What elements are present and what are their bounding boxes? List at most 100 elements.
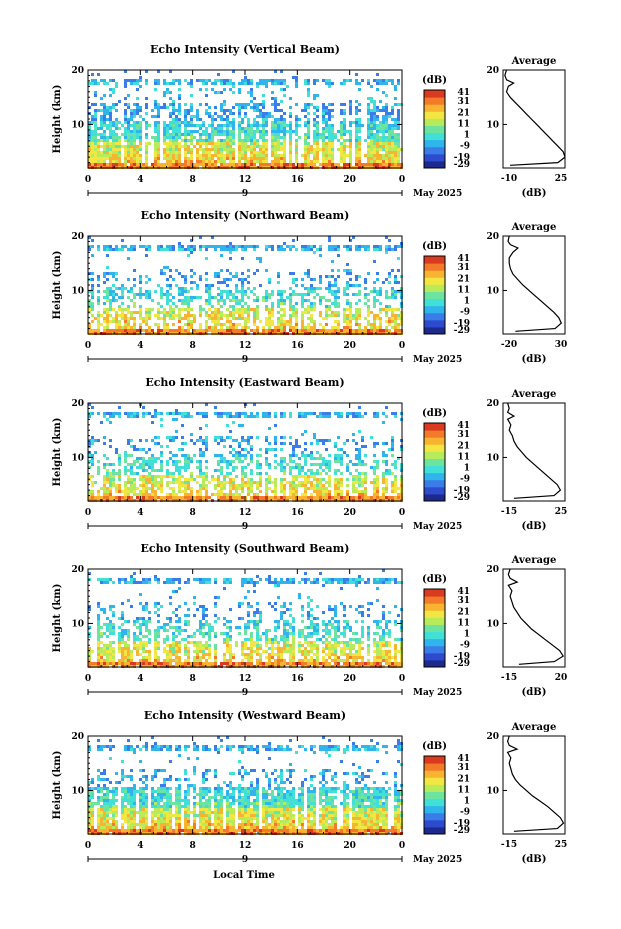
x-tick-label: 20 [343,175,356,185]
colorbar-tick-label: 11 [457,618,470,628]
colorbar-swatch [424,437,445,445]
x-tick-label: 12 [239,674,252,684]
colorbar-tick-label: 41 [457,421,470,431]
colorbar-swatch [424,277,445,285]
colorbar-frame [423,422,446,502]
colorbar-frame [423,255,446,335]
average-frame [502,568,566,668]
colorbar-swatch [424,111,445,119]
colorbar-tick-label: 21 [457,441,470,451]
x-tick-label: 0 [85,674,91,684]
colorbar-tick-label: -19 [454,319,470,329]
colorbar-tick-label: 41 [457,88,470,98]
colorbar-tick-label: -29 [454,160,470,170]
colorbar-tick-label: -9 [460,308,470,318]
colorbar-swatch [424,153,445,162]
colorbar-swatch [424,756,445,764]
x-tick-label: 16 [291,841,304,851]
avg-x-axis-label: (dB) [522,354,547,365]
x-tick-label: 16 [291,341,304,351]
colorbar-tick-label: 1 [464,297,470,307]
x-tick-label: 20 [343,674,356,684]
colorbar-swatch [424,652,445,661]
colorbar-swatch [424,90,445,98]
colorbar-frame [423,755,446,835]
x-tick-label: 0 [399,674,405,684]
average-title: Average [511,389,557,400]
colorbar-swatch [424,305,445,314]
average-title: Average [511,722,557,733]
colorbar-tick-label: 21 [457,274,470,284]
colorbar-tick-label: 1 [464,797,470,807]
colorbar-tick-label: 41 [457,587,470,597]
x-tick-label: 12 [239,341,252,351]
x-tick-label: 0 [85,341,91,351]
colorbar-unit: (dB) [422,574,447,585]
panel-title: Echo Intensity (Westward Beam) [144,709,346,722]
colorbar-swatch [424,146,445,155]
panel-3: Echo Intensity (Southward Beam) 0 4 8 12 16 20… [52,542,567,698]
date-label: May 2025 [413,522,462,532]
colorbar-tick-label: -9 [460,475,470,485]
y-tick-label: 20 [71,66,84,76]
avg-x-tick-label: -10 [501,174,517,184]
colorbar-swatch [424,624,445,633]
panel-title: Echo Intensity (Southward Beam) [141,542,350,555]
colorbar-tick-label: -19 [454,153,470,163]
colorbar-tick-label: 21 [457,607,470,617]
colorbar-tick-label: 1 [464,630,470,640]
avg-x-axis-label: (dB) [522,521,547,532]
colorbar-tick-label: -29 [454,326,470,336]
avg-y-tick-label: 10 [486,120,499,130]
x-tick-label: 16 [291,175,304,185]
y-tick-label: 20 [71,565,84,575]
y-tick-label: 10 [71,453,84,463]
colorbar-tick-label: 41 [457,254,470,264]
y-axis-label: Height (km) [52,418,63,487]
colorbar-tick-label: 31 [457,97,470,107]
colorbar-frame [423,89,446,169]
echo-heatmap [88,736,403,835]
colorbar-swatch [424,805,445,814]
colorbar-tick-label: 31 [457,596,470,606]
avg-x-tick-label: 30 [555,340,568,350]
colorbar-swatch [424,132,445,141]
x-tick-label: 8 [190,841,196,851]
avg-x-tick-label: -20 [501,340,517,350]
colorbar-tick-label: -29 [454,659,470,669]
date-day-label: 9 [242,189,248,199]
panel-2: Echo Intensity (Eastward Beam) 0 4 8 12 16 20 0… [52,376,567,532]
echo-heatmap [88,236,403,335]
y-tick-label: 20 [71,399,84,409]
x-tick-label: 16 [291,508,304,518]
date-label: May 2025 [413,189,462,199]
colorbar-swatch [424,826,445,835]
colorbar-swatch [424,312,445,321]
colorbar-swatch [424,659,445,668]
x-tick-label: 0 [399,341,405,351]
colorbar-unit: (dB) [422,408,447,419]
avg-x-tick-label: 25 [555,174,568,184]
avg-x-axis-label: (dB) [522,188,547,199]
average-profile-line [506,735,565,832]
colorbar-swatch [424,451,445,459]
x-tick-label: 12 [239,508,252,518]
colorbar-swatch [424,118,445,126]
panel-title: Echo Intensity (Eastward Beam) [145,376,344,389]
x-tick-label: 8 [190,674,196,684]
avg-x-tick-label: 20 [555,673,568,683]
y-tick-label: 10 [71,286,84,296]
colorbar-tick-label: 31 [457,263,470,273]
x-tick-label: 0 [399,175,405,185]
colorbar-tick-label: 11 [457,119,470,129]
colorbar-swatch [424,298,445,307]
colorbar-tick-label: 21 [457,108,470,118]
average-title: Average [511,555,557,566]
y-tick-label: 10 [71,120,84,130]
date-day-label: 9 [242,355,248,365]
panel-0: Echo Intensity (Vertical Beam) 0 4 8 12 16 20 0… [52,43,567,199]
x-tick-label: 20 [343,508,356,518]
colorbar-tick-label: -9 [460,808,470,818]
average-profile-line [507,235,563,332]
